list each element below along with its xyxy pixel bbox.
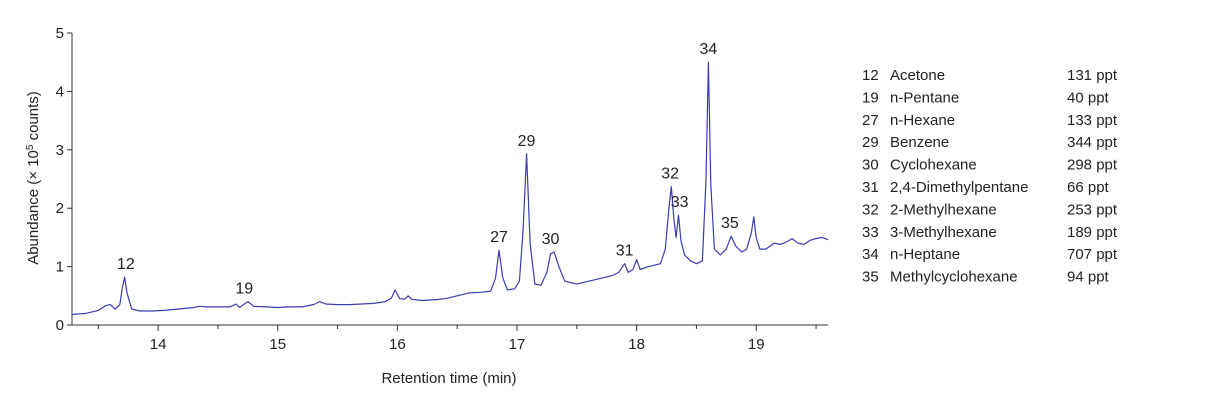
y-tick-label: 1 xyxy=(56,259,64,276)
y-tick-label: 5 xyxy=(56,25,64,42)
peak-label-29: 29 xyxy=(518,133,536,150)
legend-id-32: 32 xyxy=(862,201,879,218)
legend-amount-34: 707 ppt xyxy=(1067,246,1118,263)
peak-label-33: 33 xyxy=(671,194,689,211)
legend-name-27: n-Hexane xyxy=(890,112,955,129)
legend-name-32: 2-Methylhexane xyxy=(890,201,997,218)
peak-labels: 12 19 27 29 30 31 32 33 34 35 xyxy=(117,41,739,297)
legend-name-33: 3-Methylhexane xyxy=(890,224,997,241)
legend-id-31: 31 xyxy=(862,179,879,196)
peak-label-12: 12 xyxy=(117,256,135,273)
peak-label-34: 34 xyxy=(699,41,717,58)
legend-amount-33: 189 ppt xyxy=(1067,224,1118,241)
legend-id-30: 30 xyxy=(862,157,879,174)
legend-name-30: Cyclohexane xyxy=(890,157,977,174)
legend-name-34: n-Heptane xyxy=(890,246,960,263)
legend-amount-12: 131 ppt xyxy=(1067,67,1118,84)
peak-label-31: 31 xyxy=(616,243,634,260)
legend-name-31: 2,4-Dimethylpentane xyxy=(890,179,1028,196)
legend-id-35: 35 xyxy=(862,269,879,286)
compound-legend: 12 Acetone 131 ppt 19 n-Pentane 40 ppt 27 n-Hex… xyxy=(862,67,1118,286)
peak-label-27: 27 xyxy=(490,229,508,246)
legend-amount-32: 253 ppt xyxy=(1067,201,1118,218)
legend-id-34: 34 xyxy=(862,246,879,263)
chromatogram-trace xyxy=(71,61,829,316)
peak-label-30: 30 xyxy=(542,231,560,248)
legend-name-19: n-Pentane xyxy=(890,89,959,106)
legend-id-29: 29 xyxy=(862,134,879,151)
y-tick-label: 0 xyxy=(56,317,64,334)
legend-amount-35: 94 ppt xyxy=(1067,269,1110,286)
peak-label-35: 35 xyxy=(721,215,739,232)
legend-name-35: Methylcyclohexane xyxy=(890,269,1018,286)
y-axis-title: Abundance (× 105 counts) xyxy=(25,91,43,265)
peak-label-32: 32 xyxy=(661,166,679,183)
x-tick-label: 16 xyxy=(389,336,406,353)
y-tick-label: 2 xyxy=(56,200,64,217)
legend-id-12: 12 xyxy=(862,67,879,84)
legend-amount-31: 66 ppt xyxy=(1067,179,1110,196)
legend-id-19: 19 xyxy=(862,89,879,106)
y-axis-title-end: counts) xyxy=(25,91,42,144)
legend-amount-30: 298 ppt xyxy=(1067,157,1118,174)
legend-amount-29: 344 ppt xyxy=(1067,134,1118,151)
x-axis-title: Retention time (min) xyxy=(381,370,516,387)
legend-id-27: 27 xyxy=(862,112,879,129)
peak-label-19: 19 xyxy=(235,281,253,298)
x-tick-label: 19 xyxy=(748,336,765,353)
y-tick-label: 4 xyxy=(56,83,64,100)
y-tick-label: 3 xyxy=(56,142,64,159)
x-tick-label: 18 xyxy=(628,336,645,353)
x-tick-label: 14 xyxy=(150,336,167,353)
legend-name-12: Acetone xyxy=(890,67,945,84)
legend-amount-19: 40 ppt xyxy=(1067,89,1110,106)
x-tick-label: 15 xyxy=(269,336,286,353)
legend-id-33: 33 xyxy=(862,224,879,241)
y-axis-title-exponent: 5 xyxy=(25,144,36,150)
legend-amount-27: 133 ppt xyxy=(1067,112,1118,129)
x-tick-label: 17 xyxy=(509,336,526,353)
legend-name-29: Benzene xyxy=(890,134,949,151)
y-axis-title-main: Abundance (× 10 xyxy=(25,150,42,265)
